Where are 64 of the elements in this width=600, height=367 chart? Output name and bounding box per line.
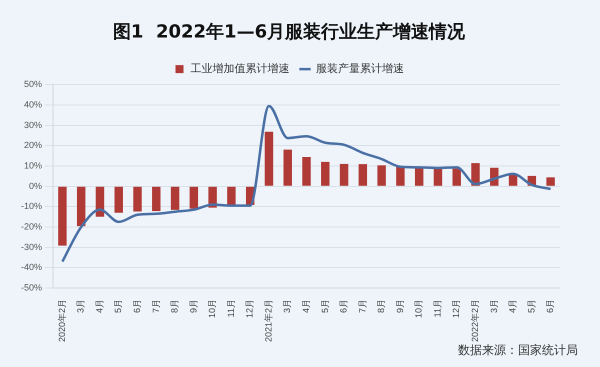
x-tick-label: 12月 [451, 298, 462, 318]
bar [284, 150, 292, 186]
line-series [61, 104, 552, 263]
y-tick-label: 20% [24, 140, 42, 150]
x-tick-label: 8月 [170, 298, 180, 313]
legend-label: 服装产量累计增速 [316, 62, 404, 76]
bar [133, 186, 142, 212]
y-tick-label: 50% [24, 79, 42, 90]
bar [264, 132, 274, 186]
x-tick-label: 10月 [414, 298, 424, 318]
y-tick-label: 40% [24, 99, 42, 110]
bar [434, 168, 442, 186]
bar [321, 162, 330, 186]
y-tick-label: -20% [20, 221, 42, 232]
x-tick-label: 5月 [526, 298, 536, 313]
x-tick-label: 6月 [132, 298, 142, 313]
x-tick-label: 9月 [394, 298, 405, 313]
y-tick-label: 0% [28, 180, 42, 191]
bar [58, 186, 67, 246]
x-tick-label: 3月 [488, 298, 499, 313]
bar [358, 164, 368, 186]
y-tick-label: -10% [20, 201, 42, 212]
bar [414, 168, 424, 186]
x-tick-label: 9月 [188, 298, 198, 313]
x-tick-label: 2022年2月 [470, 298, 480, 342]
x-tick-label: 4月 [508, 298, 518, 313]
bar [170, 186, 180, 210]
bar [396, 166, 405, 186]
x-tick-label: 10月 [207, 298, 218, 318]
y-tick-label: -50% [20, 282, 42, 292]
x-tick-label: 11月 [432, 298, 442, 318]
x-tick-label: 12月 [244, 298, 255, 318]
y-tick-label: -30% [20, 242, 42, 252]
bar [452, 168, 461, 186]
x-tick-label: 4月 [94, 298, 104, 313]
source-note: 数据来源：国家统计局 [458, 342, 578, 359]
x-tick-label: 2021年2月 [263, 298, 274, 342]
x-tick-label: 3月 [282, 298, 292, 313]
x-tick-label: 2020年2月 [56, 298, 67, 342]
x-tick-label: 5月 [113, 298, 124, 313]
x-tick-label: 6月 [545, 298, 556, 313]
chart-title: 图1 2022年1—6月服装行业生产增速情况 [112, 21, 466, 42]
bar [152, 186, 161, 212]
y-tick-label: 30% [24, 120, 42, 130]
y-tick-label: 10% [24, 160, 42, 170]
x-tick-label: 6月 [338, 298, 349, 313]
bar [114, 186, 123, 213]
bar [190, 186, 198, 209]
bar [377, 165, 386, 186]
bar [546, 177, 555, 186]
x-tick-label: 5月 [320, 298, 330, 313]
bar [76, 186, 86, 226]
x-tick-label: 4月 [300, 298, 311, 313]
x-tick-label: 11月 [226, 298, 236, 318]
x-tick-label: 7月 [150, 298, 161, 313]
bar [227, 186, 236, 206]
bar [340, 164, 348, 186]
y-tick-label: -40% [20, 262, 42, 272]
x-tick-label: 3月 [76, 298, 86, 313]
bar [302, 157, 311, 186]
bar [96, 186, 104, 217]
x-tick-label: 8月 [376, 298, 386, 313]
legend-label: 工业增加值累计增速 [190, 62, 290, 76]
x-tick-label: 7月 [357, 298, 368, 313]
